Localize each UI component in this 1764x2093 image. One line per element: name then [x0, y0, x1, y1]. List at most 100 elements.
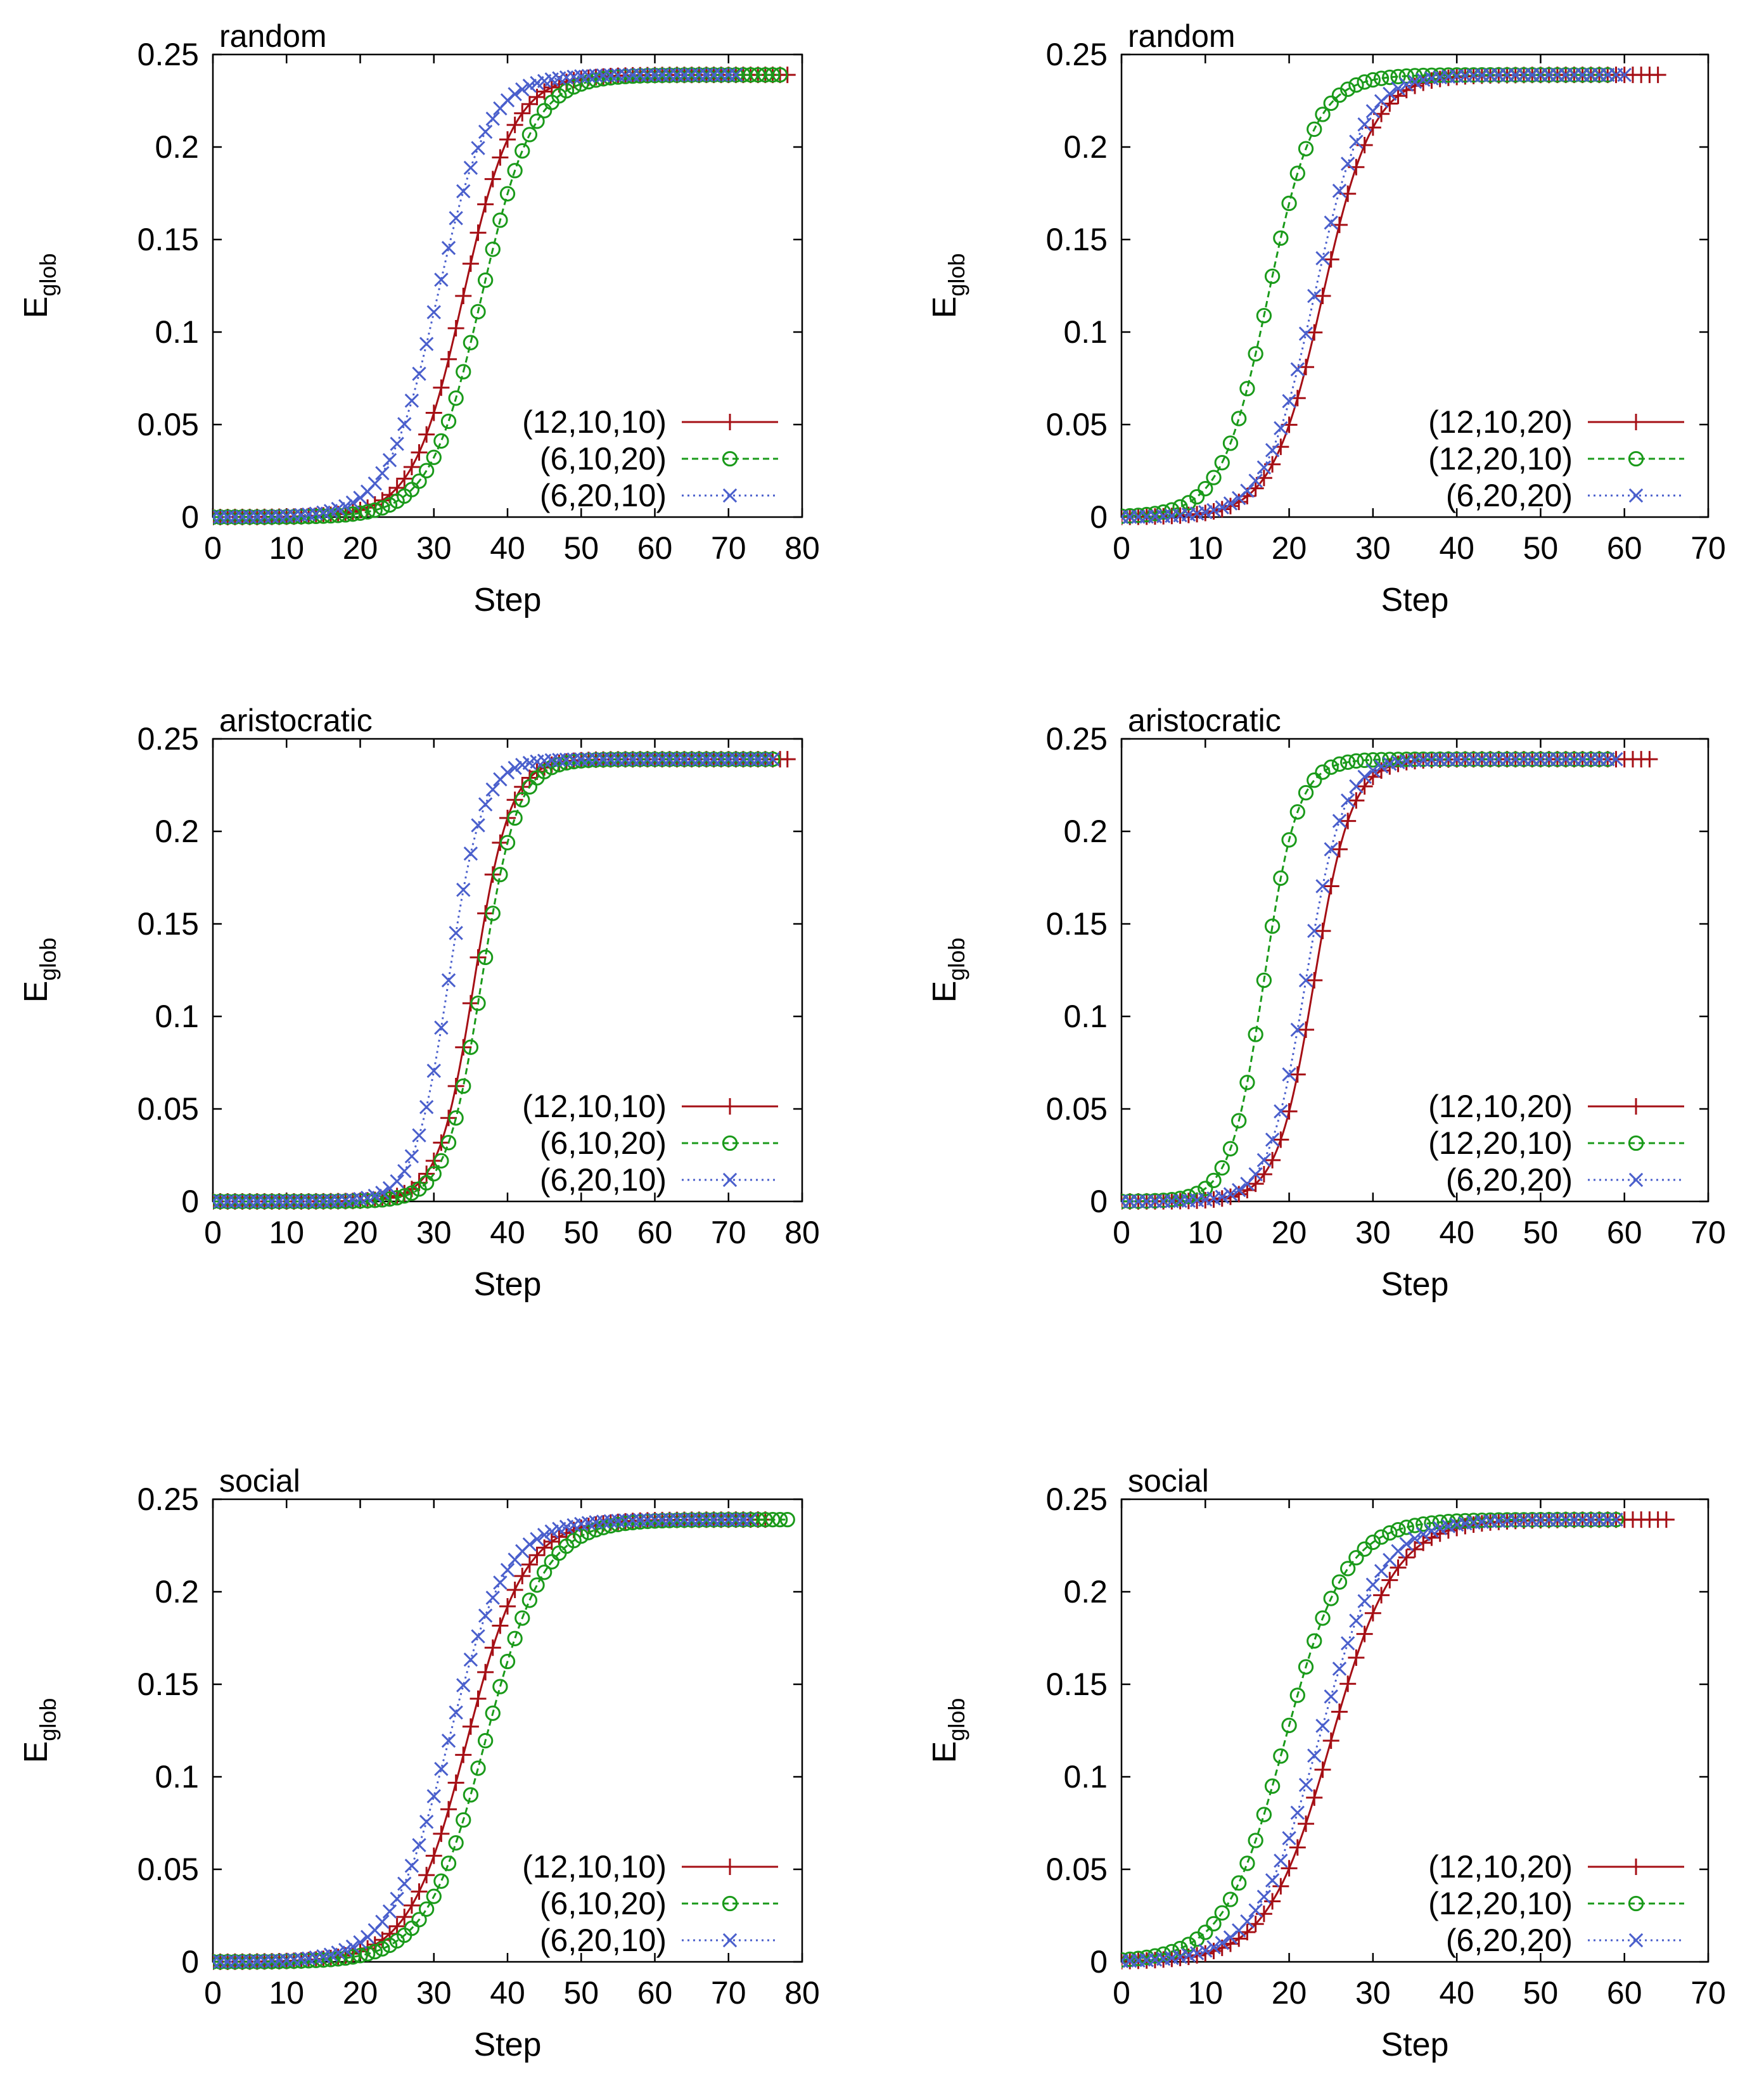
data-point: [1206, 1191, 1221, 1206]
data-point: [1557, 751, 1574, 767]
data-point: [433, 1825, 450, 1842]
data-point: [1248, 1903, 1263, 1917]
data-point: [1173, 1949, 1187, 1964]
x-tick-label: 0: [1113, 1975, 1130, 2011]
y-axis-label-sub: glob: [943, 1698, 969, 1741]
data-point: [1306, 1789, 1323, 1806]
x-tick-label: 40: [490, 1975, 525, 2011]
data-point: [368, 476, 382, 491]
data-point: [411, 1883, 428, 1900]
x-axis-label: Step: [1381, 582, 1449, 618]
data-point: [1390, 68, 1406, 85]
data-point: [471, 1629, 485, 1644]
data-point: [1373, 762, 1390, 779]
data-point: [418, 463, 435, 478]
data-point: [1331, 1574, 1348, 1590]
data-point: [441, 973, 456, 988]
data-point: [1381, 1571, 1398, 1589]
data-point: [1315, 764, 1331, 780]
data-point: [1331, 756, 1348, 772]
data-point: [477, 1663, 494, 1680]
series-2: [1122, 67, 1632, 524]
data-point: [1340, 81, 1356, 97]
data-point: [1206, 1916, 1222, 1932]
data-point: [1265, 443, 1280, 458]
data-point: [485, 241, 501, 257]
data-point: [507, 1630, 523, 1646]
data-point: [403, 1897, 420, 1914]
data-point: [1256, 972, 1272, 989]
data-point: [1223, 496, 1238, 511]
legend-label: (12,10,20): [1428, 1849, 1573, 1885]
data-point: [507, 810, 523, 826]
chart-panel: 0 10 20 30 40 50 60 70 0 0.05 0.1 0.15 0.2 0.25 social…: [926, 1463, 1726, 2063]
legend-label: (6,10,20): [540, 1125, 667, 1161]
y-axis-label: Eglob: [18, 253, 61, 319]
series-line: [1122, 1518, 1666, 1962]
data-point: [1256, 1153, 1272, 1168]
y-tick-label: 0.25: [137, 721, 199, 757]
data-point: [1466, 751, 1481, 767]
data-point: [1272, 1131, 1289, 1148]
data-point: [506, 1581, 523, 1598]
x-tick-label: 0: [1113, 530, 1130, 566]
data-point: [331, 501, 345, 516]
data-point: [1357, 769, 1372, 784]
legend-marker: [1628, 1172, 1644, 1187]
data-point: [1541, 67, 1557, 83]
data-point: [434, 1762, 449, 1776]
data-point: [323, 1952, 339, 1968]
data-point: [1239, 1075, 1255, 1091]
x-tick-label: 40: [1439, 1975, 1474, 2011]
series-line: [213, 758, 773, 1203]
data-point: [382, 452, 397, 468]
data-point: [425, 404, 442, 421]
data-point: [433, 379, 450, 396]
data-point: [352, 505, 368, 521]
data-point: [440, 413, 457, 430]
data-point: [1180, 1189, 1196, 1205]
data-point: [338, 507, 354, 523]
data-point: [345, 506, 361, 522]
data-point: [1373, 70, 1390, 86]
plot-frame: [212, 53, 803, 518]
series-0: [1122, 751, 1658, 1210]
data-point: [397, 1188, 412, 1204]
data-point: [1230, 1930, 1248, 1947]
data-point: [419, 336, 434, 352]
data-point: [404, 1149, 419, 1163]
data-point: [433, 433, 449, 449]
data-point: [1180, 1936, 1196, 1952]
data-point: [426, 449, 442, 465]
legend-marker: [1628, 1135, 1644, 1151]
y-axis-label: Eglob: [18, 1698, 61, 1763]
data-point: [514, 792, 530, 808]
data-point: [1307, 1748, 1322, 1763]
data-point: [447, 320, 464, 337]
data-point: [1264, 1151, 1281, 1168]
legend-marker: [722, 451, 738, 467]
data-point: [456, 364, 471, 380]
data-point: [1324, 842, 1338, 857]
data-point: [1364, 1604, 1381, 1622]
legend-marker: [722, 1098, 738, 1115]
y-tick-label: 0.05: [1046, 407, 1108, 442]
data-point: [1314, 923, 1331, 940]
x-tick-label: 30: [416, 1975, 452, 2011]
data-point: [345, 1939, 361, 1954]
data-point: [316, 508, 331, 524]
data-point: [492, 149, 509, 166]
data-point: [1222, 435, 1239, 451]
legend-marker: [722, 1172, 738, 1187]
data-point: [1549, 1512, 1566, 1528]
data-point: [463, 1039, 479, 1055]
data-point: [1609, 1512, 1623, 1527]
data-point: [1222, 1141, 1239, 1156]
data-point: [1248, 1027, 1263, 1042]
data-point: [1298, 973, 1313, 988]
data-point: [434, 1020, 449, 1035]
data-point: [426, 1888, 442, 1904]
data-point: [514, 105, 531, 122]
data-point: [1248, 473, 1263, 488]
data-point: [1415, 1534, 1432, 1551]
